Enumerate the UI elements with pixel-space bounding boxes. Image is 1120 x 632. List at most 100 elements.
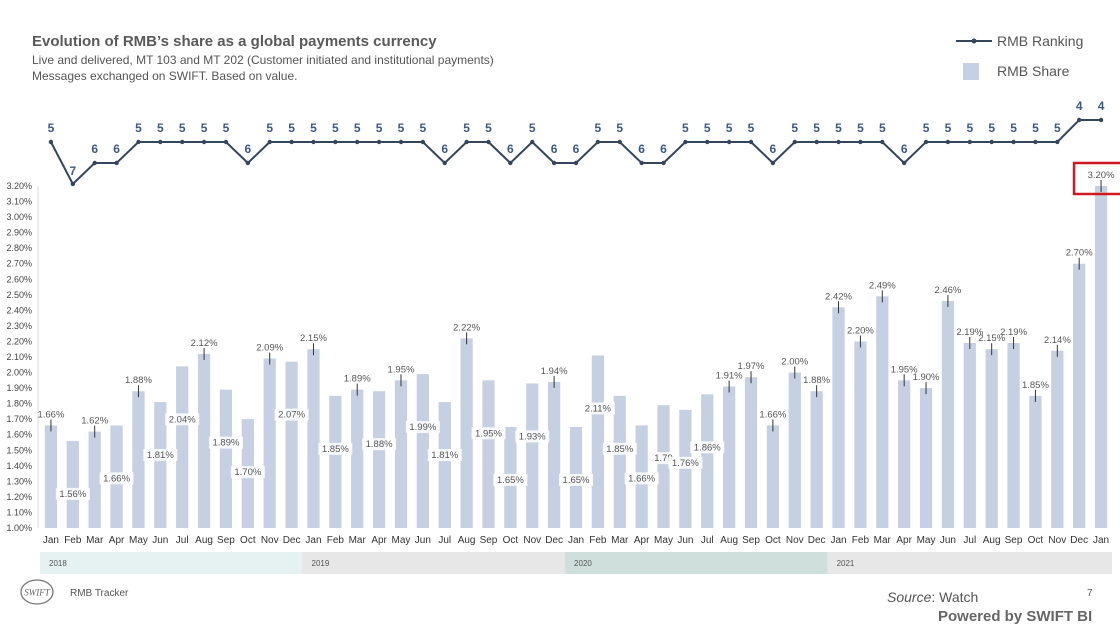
ranking-label: 5 — [463, 121, 470, 135]
share-bar — [44, 425, 58, 528]
x-tick-label: Aug — [195, 535, 213, 546]
ranking-point — [901, 160, 907, 166]
x-tick-label: Sep — [742, 535, 760, 546]
y-tick-label: 1.00% — [6, 523, 32, 533]
x-tick-label: Mar — [349, 535, 367, 546]
legend-share: RMB Share — [956, 62, 1069, 80]
x-tick-label: Feb — [327, 535, 345, 546]
y-tick-label: 2.40% — [6, 305, 32, 315]
share-label-bg — [580, 402, 615, 415]
y-tick-label: 2.50% — [6, 290, 32, 300]
share-bar — [197, 353, 211, 528]
ranking-point — [836, 139, 841, 145]
ranking-point — [92, 160, 97, 166]
x-tick-label: Oct — [1028, 535, 1044, 546]
share-data-label: 1.89% — [212, 438, 239, 449]
ranking-point — [530, 139, 535, 145]
share-bar — [154, 402, 167, 528]
share-bar — [1007, 343, 1020, 528]
ranking-label: 6 — [91, 142, 98, 156]
share-bar — [919, 388, 933, 528]
ranking-label: 6 — [770, 142, 777, 156]
x-tick-label: Jan — [830, 535, 846, 546]
share-bar — [657, 405, 670, 528]
share-bar — [526, 383, 539, 528]
y-tick-label: 1.60% — [6, 430, 32, 440]
ranking-point — [114, 160, 119, 166]
ranking-point — [48, 139, 54, 145]
share-bar — [219, 389, 233, 528]
share-bar — [547, 381, 561, 528]
y-tick-label: 1.10% — [6, 507, 32, 517]
x-tick-label: Feb — [852, 535, 870, 546]
y-tick-label: 1.90% — [6, 383, 32, 393]
ranking-label: 5 — [988, 121, 995, 135]
y-tick-label: 2.20% — [6, 336, 32, 346]
ranking-label: 5 — [1010, 121, 1017, 135]
share-data-label: 1.91% — [716, 371, 743, 382]
footer-powered: Powered by SWIFT BI — [938, 608, 1093, 625]
chart-subtitle-2: Messages exchanged on SWIFT. Based on va… — [32, 69, 298, 83]
ranking-point — [355, 139, 360, 145]
legend-ranking-label: RMB Ranking — [997, 33, 1084, 49]
x-tick-label: Jan — [1093, 535, 1109, 546]
share-bar — [766, 425, 780, 528]
ranking-point — [639, 160, 644, 166]
year-label: 2018 — [49, 559, 67, 568]
share-data-label: 1.95% — [891, 364, 918, 375]
year-band — [40, 552, 303, 574]
chart-title: Evolution of RMB’s share as a global pay… — [32, 33, 437, 50]
year-label: 2019 — [312, 559, 330, 568]
share-data-label: 2.12% — [191, 338, 218, 349]
x-tick-label: May — [129, 535, 148, 546]
ranking-label: 5 — [288, 121, 295, 135]
share-data-label: 2.15% — [978, 333, 1005, 344]
share-data-label: 1.89% — [344, 374, 371, 385]
share-bar — [176, 366, 189, 528]
y-tick-label: 3.20% — [6, 181, 32, 191]
share-label-bg — [274, 408, 309, 421]
x-tick-label: Jul — [701, 535, 714, 546]
share-label-bg — [624, 472, 659, 485]
x-tick-label: Mar — [874, 535, 892, 546]
share-bar — [876, 296, 889, 528]
share-data-label: 1.81% — [431, 450, 458, 461]
share-bar — [438, 402, 451, 528]
legend-share-swatch-icon — [963, 63, 979, 80]
ranking-label: 6 — [901, 142, 908, 156]
ranking-label: 5 — [157, 121, 164, 135]
share-bar — [832, 307, 845, 528]
share-bar — [941, 301, 955, 528]
share-bar — [1051, 350, 1064, 528]
share-data-label: 1.85% — [1022, 380, 1049, 391]
ranking-label: 5 — [135, 121, 142, 135]
ranking-label: 5 — [201, 121, 208, 135]
ranking-point — [1033, 139, 1038, 145]
year-label: 2021 — [837, 559, 855, 568]
ranking-point — [989, 139, 994, 145]
share-label-bg — [318, 442, 353, 455]
footer-tracker: RMB Tracker — [70, 588, 129, 599]
year-band — [565, 552, 828, 574]
ranking-point — [267, 139, 272, 145]
highlight-box — [1072, 161, 1120, 196]
share-data-label: 1.70% — [234, 467, 261, 478]
ranking-label: 5 — [179, 121, 186, 135]
share-data-label: 2.14% — [1044, 335, 1071, 346]
x-tick-label: Dec — [283, 535, 301, 546]
ranking-label: 5 — [485, 121, 492, 135]
ranking-point — [376, 139, 382, 145]
ranking-point — [464, 139, 469, 145]
share-bar — [1073, 263, 1086, 528]
x-tick-label: Mar — [611, 535, 629, 546]
share-data-label: 2.07% — [278, 410, 305, 421]
ranking-point — [770, 160, 776, 166]
ranking-label: 6 — [113, 142, 120, 156]
share-bar — [613, 395, 626, 528]
share-bar — [679, 409, 692, 528]
share-label-bg — [559, 473, 593, 486]
share-label-bg — [208, 436, 243, 449]
ranking-point — [748, 139, 754, 145]
ranking-point — [683, 139, 688, 145]
x-tick-label: Jan — [43, 535, 59, 546]
